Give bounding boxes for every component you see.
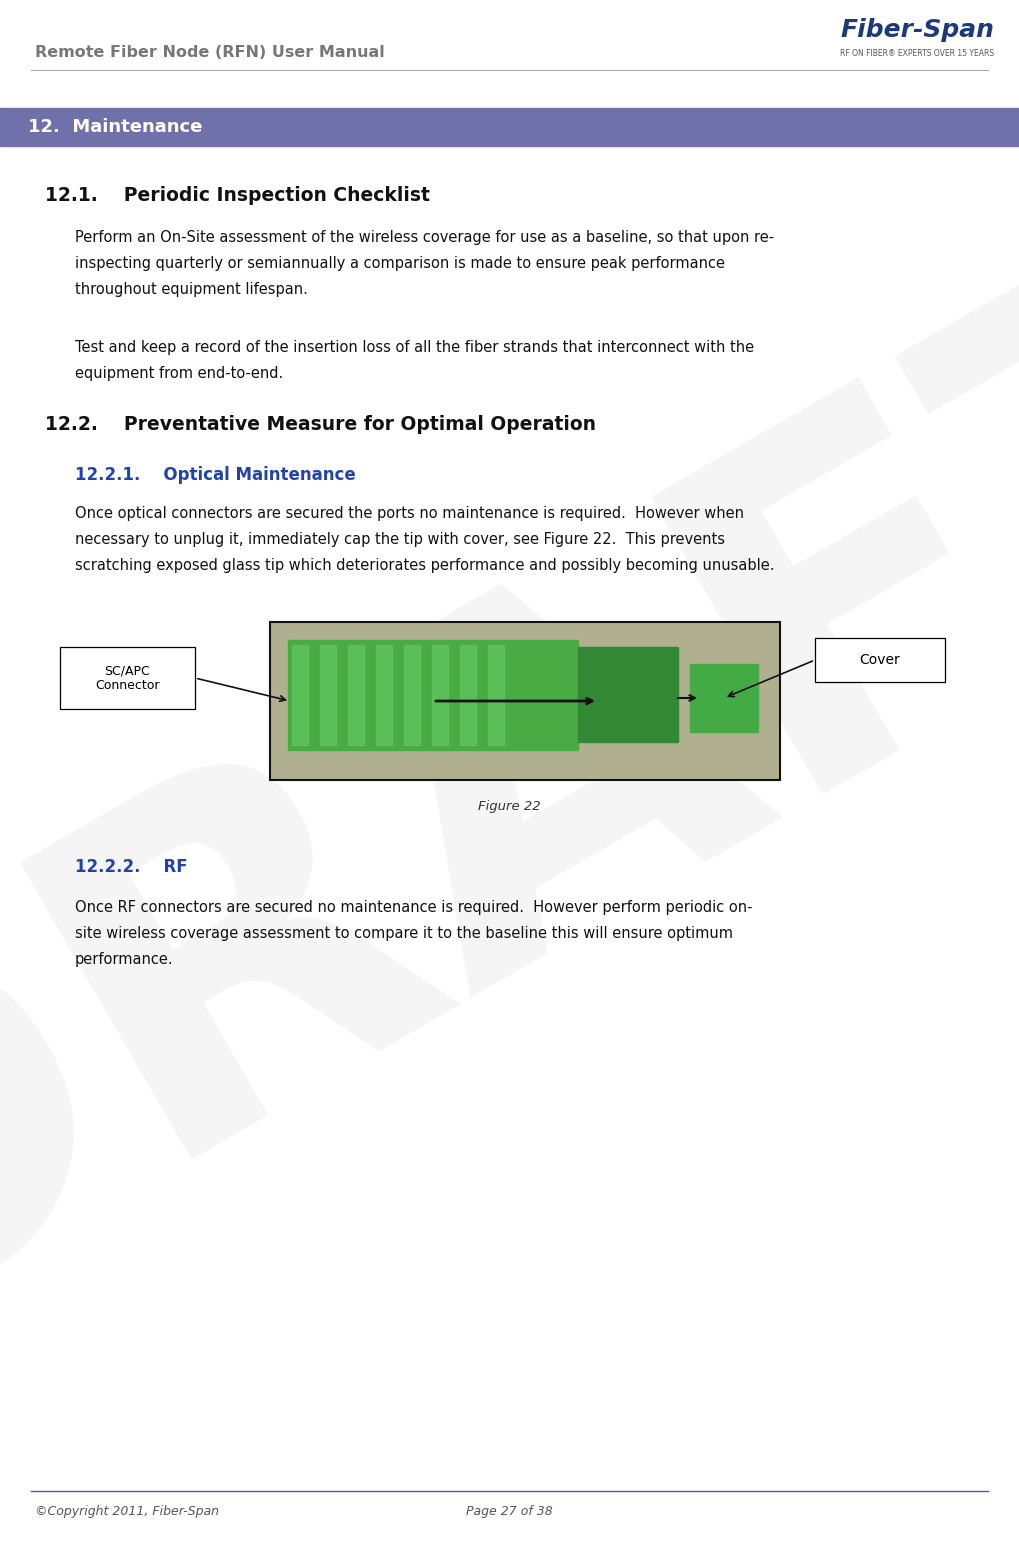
Bar <box>60 647 195 709</box>
Text: 12.1.    Periodic Inspection Checklist: 12.1. Periodic Inspection Checklist <box>45 186 430 205</box>
Bar <box>288 640 578 750</box>
Text: 12.  Maintenance: 12. Maintenance <box>28 119 203 136</box>
Bar <box>578 647 678 743</box>
Bar <box>376 646 392 744</box>
Bar <box>488 646 504 744</box>
Text: Figure 22: Figure 22 <box>478 800 541 814</box>
Text: SC/APC
Connector: SC/APC Connector <box>95 664 160 692</box>
Text: Once optical connectors are secured the ports no maintenance is required.  Howev: Once optical connectors are secured the … <box>75 505 774 573</box>
Bar <box>320 646 336 744</box>
Bar <box>690 664 758 732</box>
Bar <box>0 108 1019 146</box>
Text: Fiber-Span: Fiber-Span <box>840 18 994 42</box>
Text: Cover: Cover <box>860 653 901 667</box>
Text: ©Copyright 2011, Fiber-Span: ©Copyright 2011, Fiber-Span <box>35 1506 219 1518</box>
Bar <box>348 646 364 744</box>
Text: 12.2.1.    Optical Maintenance: 12.2.1. Optical Maintenance <box>75 465 356 484</box>
Text: Perform an On-Site assessment of the wireless coverage for use as a baseline, so: Perform an On-Site assessment of the wir… <box>75 230 774 296</box>
Text: DRAFT: DRAFT <box>0 162 1019 1441</box>
Text: RF ON FIBER® EXPERTS OVER 15 YEARS: RF ON FIBER® EXPERTS OVER 15 YEARS <box>840 49 994 59</box>
Text: Test and keep a record of the insertion loss of all the fiber strands that inter: Test and keep a record of the insertion … <box>75 341 754 381</box>
Text: Once RF connectors are secured no maintenance is required.  However perform peri: Once RF connectors are secured no mainte… <box>75 900 752 966</box>
Bar <box>404 646 420 744</box>
Text: Page 27 of 38: Page 27 of 38 <box>466 1506 553 1518</box>
Text: Remote Fiber Node (RFN) User Manual: Remote Fiber Node (RFN) User Manual <box>35 45 385 60</box>
Bar <box>460 646 476 744</box>
Bar <box>270 623 780 780</box>
Bar <box>432 646 448 744</box>
Bar <box>292 646 308 744</box>
Text: 12.2.    Preventative Measure for Optimal Operation: 12.2. Preventative Measure for Optimal O… <box>45 415 596 435</box>
Bar <box>815 638 945 683</box>
Text: 12.2.2.    RF: 12.2.2. RF <box>75 858 187 875</box>
